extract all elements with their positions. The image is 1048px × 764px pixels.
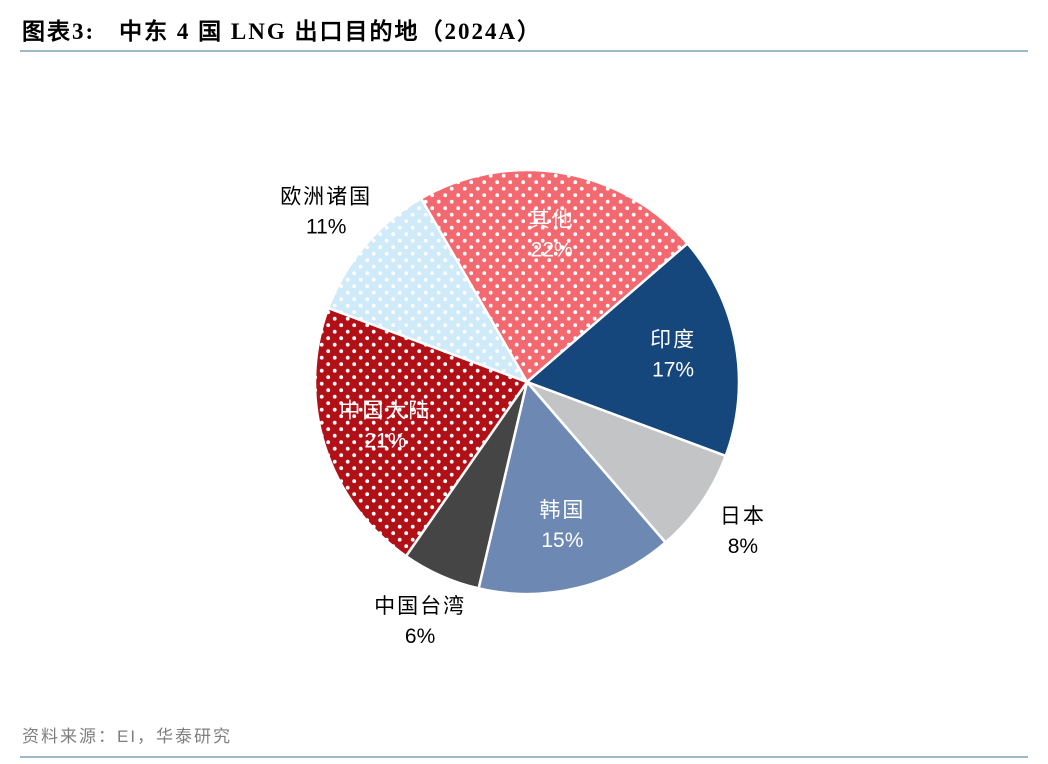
pie-slices-group: [313, 168, 741, 596]
chart-title: 图表3: 中东 4 国 LNG 出口目的地（2024A）: [22, 12, 542, 46]
slice-label: 日本 8%: [720, 505, 766, 558]
pie-chart: 其他 22% 印度 17% 日本 8% 韩国 15% 中国台湾 6% 中国大陆 21% 欧洲诸国 11%: [280, 168, 766, 648]
slice-label: 印度 17%: [650, 329, 696, 382]
chart-title-prefix: 图表3:: [22, 19, 96, 44]
pie-slice-dots-6: [314, 308, 527, 557]
bottom-divider: [20, 756, 1028, 758]
pie-slice-dots-7: [328, 198, 527, 382]
pie-labels-group: 其他 22% 印度 17% 日本 8% 韩国 15% 中国台湾 6% 中国大陆 21% 欧洲诸国 11%: [280, 185, 766, 648]
slice-label: 其他 22%: [529, 209, 575, 262]
title-divider: [20, 50, 1028, 52]
slice-label: 韩国 15%: [539, 499, 585, 552]
slice-label: 中国大陆 21%: [339, 399, 431, 452]
slice-label: 欧洲诸国 11%: [280, 185, 372, 238]
pie-slice-3: [525, 380, 727, 544]
pie-slice-4: [477, 380, 667, 596]
source-note: 资料来源：EI，华泰研究: [22, 727, 233, 746]
chart-title-text: 中东 4 国 LNG 出口目的地（2024A）: [119, 19, 543, 44]
pie-slice-dots-1: [421, 170, 688, 382]
slice-label: 中国台湾 6%: [374, 595, 466, 648]
pie-slice-2: [525, 242, 741, 458]
